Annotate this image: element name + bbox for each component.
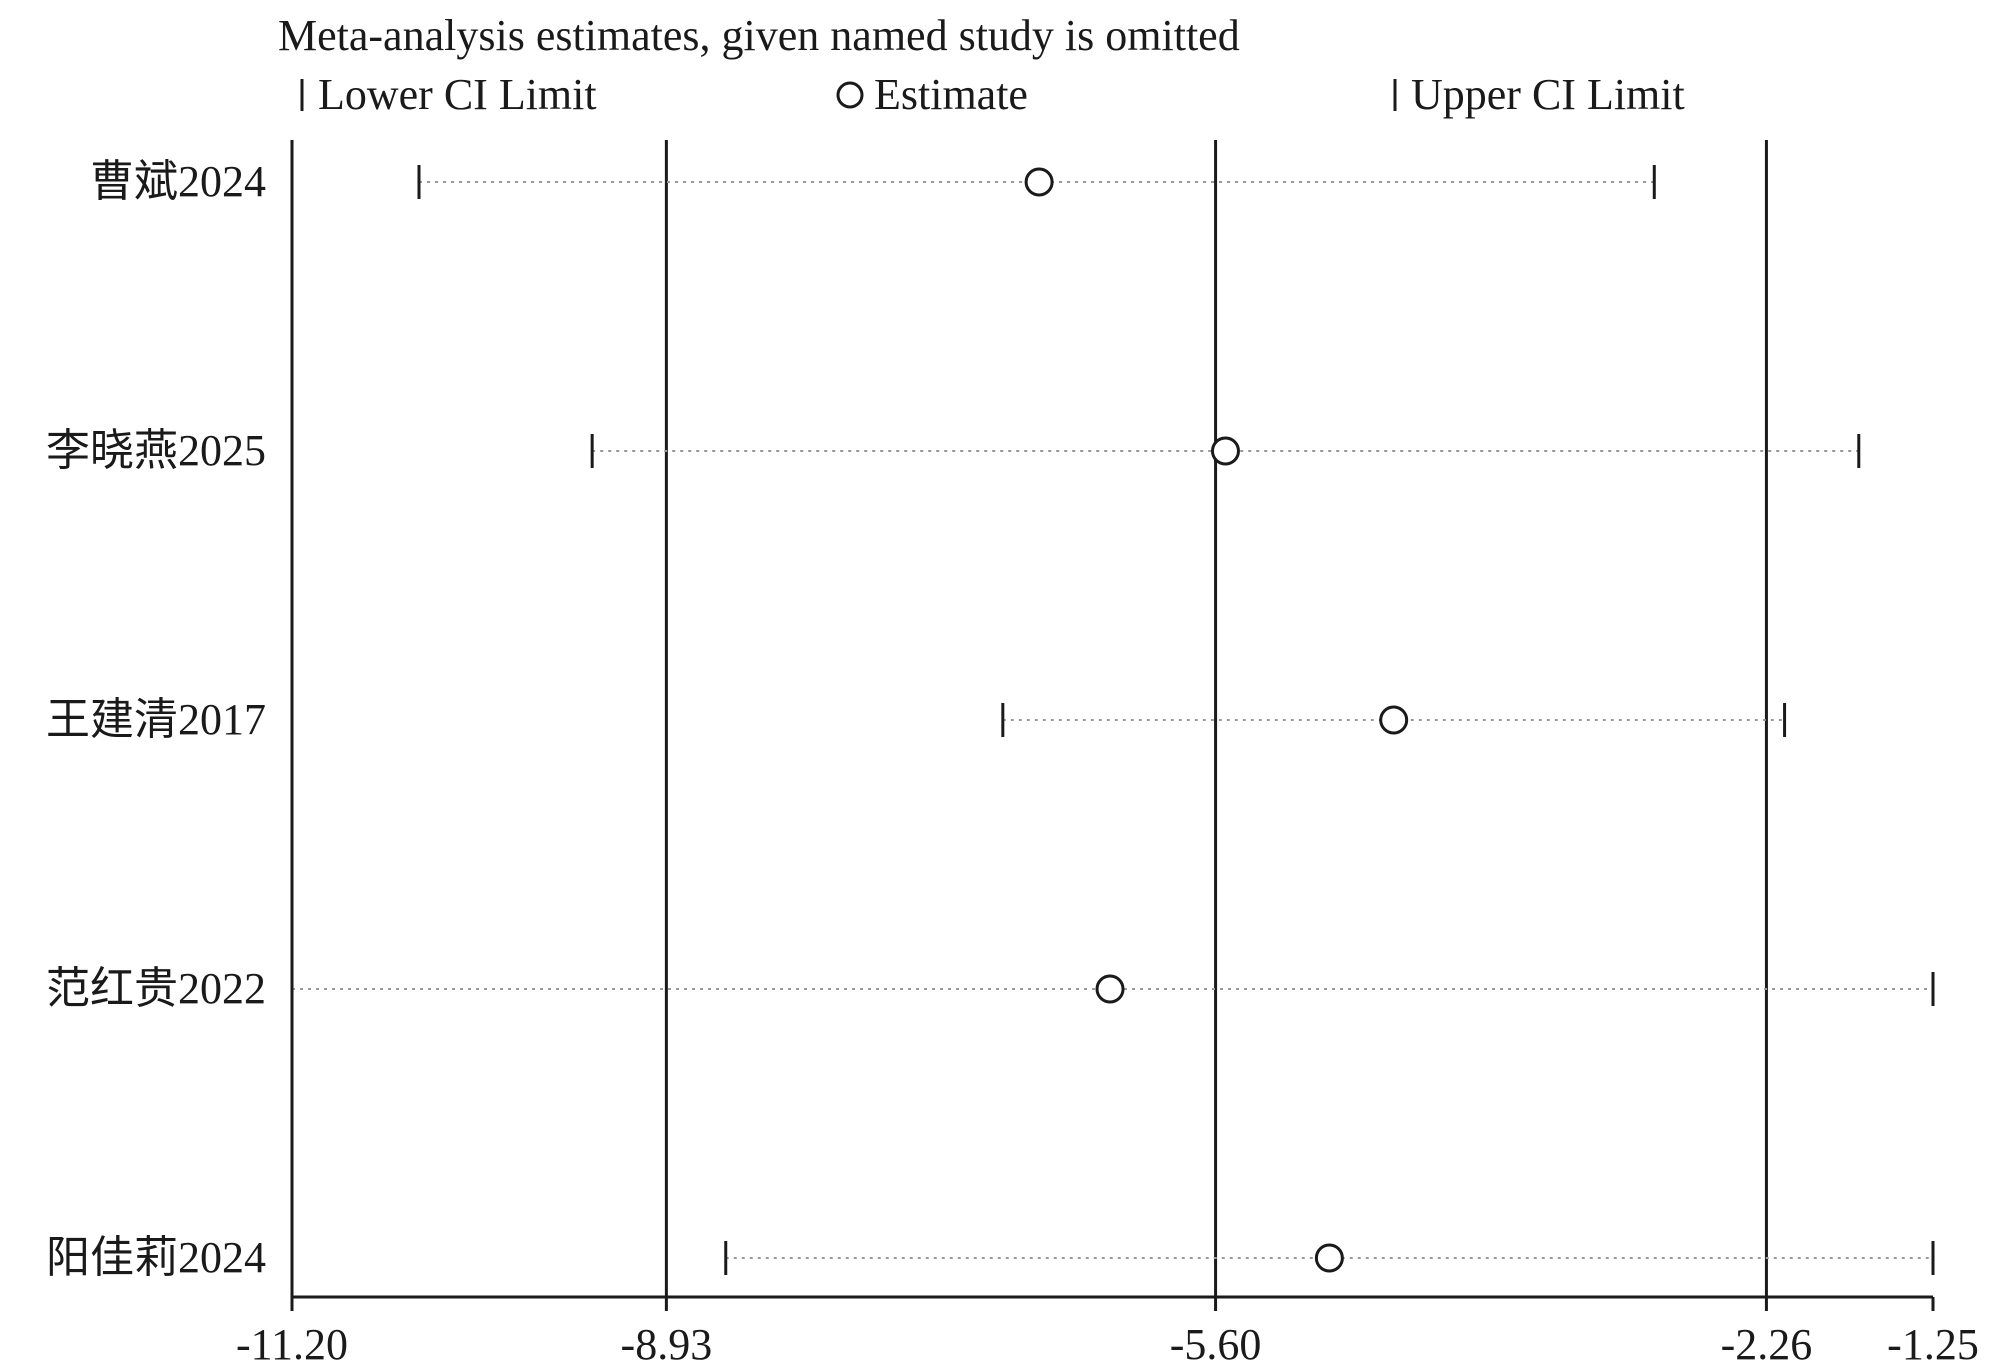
estimate-point-3	[1095, 974, 1125, 1004]
x-tick-label-2: -5.60	[1170, 1320, 1262, 1366]
study-label-3: 范红贵2022	[46, 964, 266, 1013]
legend-label-lower: Lower CI Limit	[318, 70, 597, 119]
legend-label-estimate: Estimate	[874, 70, 1028, 119]
x-tick-label-1: -8.93	[621, 1320, 713, 1366]
x-tick-label-4: -1.25	[1887, 1320, 1979, 1366]
x-tick-label-0: -11.20	[236, 1320, 348, 1366]
study-label-2: 王建清2017	[46, 695, 266, 744]
study-label-1: 李晓燕2025	[46, 426, 266, 475]
estimate-point-0	[1024, 167, 1054, 197]
x-tick-label-3: -2.26	[1721, 1320, 1813, 1366]
study-label-0: 曹斌2024	[90, 157, 266, 206]
estimate-point-1	[1210, 436, 1240, 466]
legend-label-upper: Upper CI Limit	[1411, 70, 1685, 119]
estimate-point-2	[1379, 705, 1409, 735]
study-label-4: 阳佳莉2024	[46, 1233, 266, 1282]
chart-title: Meta-analysis estimates, given named stu…	[278, 11, 1240, 60]
legend-marker-estimate	[836, 81, 864, 109]
estimate-point-4	[1314, 1243, 1344, 1273]
